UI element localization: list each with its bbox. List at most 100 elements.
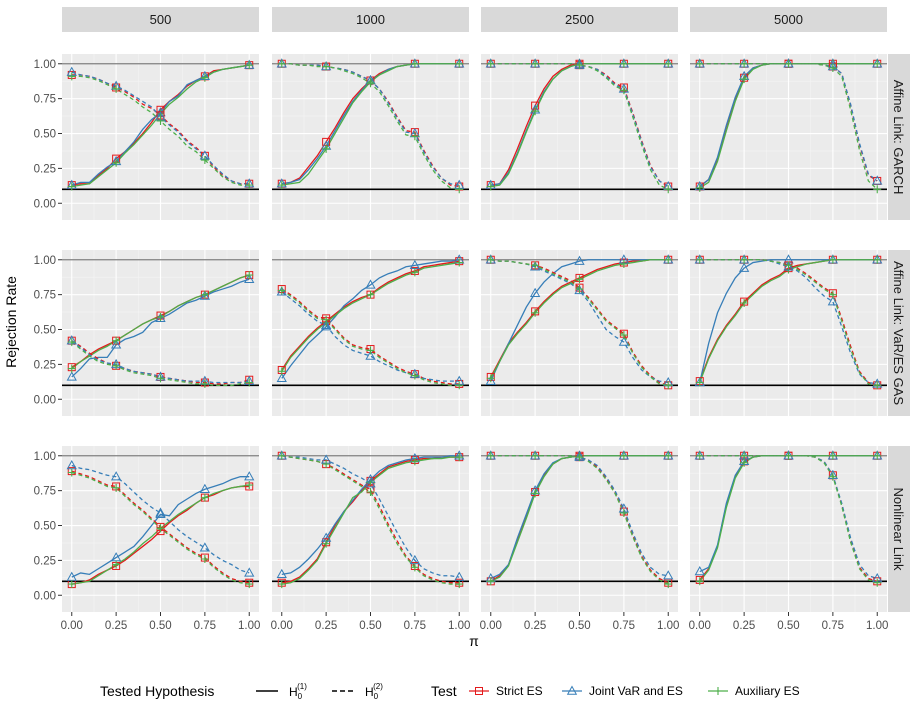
strip-row-1: Affine Link: VaR/ES GAS — [888, 250, 910, 416]
legend-test-marker-plus — [714, 687, 722, 695]
strip-col-bg — [481, 7, 678, 32]
marker-plus-h1 — [322, 539, 331, 548]
marker-plus-h2 — [486, 451, 495, 460]
y-tick-label: 1.00 — [34, 451, 56, 463]
strip-col-bg — [272, 7, 469, 32]
marker-plus-h1 — [740, 75, 749, 84]
marker-plus-h2 — [784, 261, 793, 270]
marker-plus-h1 — [455, 258, 464, 267]
marker-triangle-h1 — [66, 371, 77, 381]
marker-plus-h1 — [112, 336, 121, 345]
marker-triangle-h1 — [738, 262, 750, 272]
panel-r1-c2 — [481, 250, 678, 416]
y-tick-label: 0.00 — [34, 590, 56, 602]
marker-plus-h2 — [200, 379, 209, 388]
legend-hyp-sup: (1) — [297, 682, 307, 691]
marker-triangle-h1 — [244, 471, 255, 481]
marker-triangle-h1 — [529, 287, 541, 297]
marker-plus-h1 — [245, 481, 254, 490]
panel-r1-c0 — [62, 250, 259, 416]
series-line-joint-var-and-es-h1 — [71, 476, 250, 578]
marker-triangle-h2 — [199, 542, 211, 552]
y-tick-label: 0.00 — [34, 394, 56, 406]
marker-plus-h2 — [619, 508, 628, 517]
marker-triangle-h1 — [199, 290, 211, 300]
marker-plus-h2 — [67, 72, 76, 81]
marker-plus-h2 — [245, 378, 254, 387]
y-tick-label: 0.75 — [34, 486, 56, 498]
y-tick-label: 1.00 — [34, 59, 56, 71]
series-line-auxiliary-es-h2 — [699, 455, 878, 584]
marker-plus-h1 — [200, 493, 209, 502]
x-tick-label: 1.00 — [657, 620, 679, 632]
marker-plus-h2 — [156, 524, 165, 533]
strip-col-label: 2500 — [565, 12, 594, 27]
marker-plus-h2 — [455, 580, 464, 589]
strip-col-1000: 1000 — [272, 7, 469, 32]
marker-plus-h1 — [410, 268, 419, 277]
marker-plus-h2 — [575, 61, 584, 70]
marker-plus-h1 — [619, 451, 628, 460]
marker-plus-h1 — [695, 577, 704, 586]
series-line-auxiliary-es-h2 — [699, 259, 878, 386]
x-tick-label: 0.25 — [733, 620, 755, 632]
strip-col-5000: 5000 — [690, 7, 887, 32]
series-line-auxiliary-es-h2 — [281, 455, 460, 585]
y-tick-label: 0.00 — [34, 198, 56, 210]
marker-plus-h2 — [156, 374, 165, 383]
strip-row-label: Affine Link: VaR/ES GAS — [891, 261, 906, 405]
marker-plus-h2 — [575, 453, 584, 462]
marker-plus-h2 — [112, 361, 121, 370]
series-line-joint-var-and-es-h2 — [281, 291, 460, 382]
strip-col-label: 1000 — [356, 12, 385, 27]
marker-plus-h1 — [575, 275, 584, 284]
marker-plus-h1 — [67, 580, 76, 589]
x-tick-label: 1.00 — [238, 620, 260, 632]
y-tick-label: 0.50 — [34, 521, 56, 533]
marker-triangle-h2 — [827, 296, 839, 306]
series-line-auxiliary-es-h2 — [490, 259, 669, 386]
strip-col-500: 500 — [62, 7, 259, 32]
marker-plus-h1 — [112, 158, 121, 167]
y-tick-label: 0.75 — [34, 94, 56, 106]
marker-plus-h1 — [664, 255, 673, 264]
marker-plus-h2 — [410, 132, 419, 141]
marker-plus-h1 — [873, 59, 882, 68]
marker-plus-h2 — [664, 381, 673, 390]
marker-plus-h2 — [664, 580, 673, 589]
marker-plus-h1 — [486, 182, 495, 191]
x-tick-label: 1.00 — [866, 620, 888, 632]
marker-plus-h1 — [410, 457, 419, 466]
marker-plus-h2 — [873, 578, 882, 587]
marker-plus-h2 — [277, 451, 286, 460]
y-tick-label: 0.50 — [34, 129, 56, 141]
marker-plus-h1 — [156, 312, 165, 321]
marker-plus-h2 — [740, 59, 749, 68]
marker-triangle-h1 — [244, 273, 255, 283]
legend-hyp-main: H — [365, 685, 374, 699]
marker-plus-h1 — [200, 73, 209, 82]
x-tick-label: 0.75 — [822, 620, 844, 632]
marker-plus-h2 — [828, 472, 837, 481]
marker-plus-h1 — [366, 290, 375, 299]
marker-plus-h2 — [695, 255, 704, 264]
series-line-joint-var-and-es-h2 — [71, 464, 250, 574]
marker-plus-h1 — [828, 451, 837, 460]
marker-plus-h1 — [112, 560, 121, 569]
strip-row-label: Nonlinear Link — [891, 487, 906, 571]
marker-plus-h1 — [67, 364, 76, 373]
marker-plus-h2 — [366, 346, 375, 355]
marker-plus-h1 — [664, 451, 673, 460]
marker-plus-h2 — [486, 59, 495, 68]
legend-hyp-sup: (2) — [373, 682, 383, 691]
marker-plus-h1 — [619, 59, 628, 68]
legend-test-marker-square — [475, 687, 483, 695]
strip-col-bg — [690, 7, 887, 32]
marker-triangle-h2 — [872, 175, 883, 185]
strip-row-0: Affine Link: GARCH — [888, 54, 910, 220]
marker-plus-h2 — [873, 381, 882, 390]
series-line-joint-var-and-es-h2 — [281, 455, 460, 578]
panel-r1-c3 — [690, 250, 887, 416]
legend-hypothesis-title: Tested Hypothesis — [100, 683, 214, 699]
